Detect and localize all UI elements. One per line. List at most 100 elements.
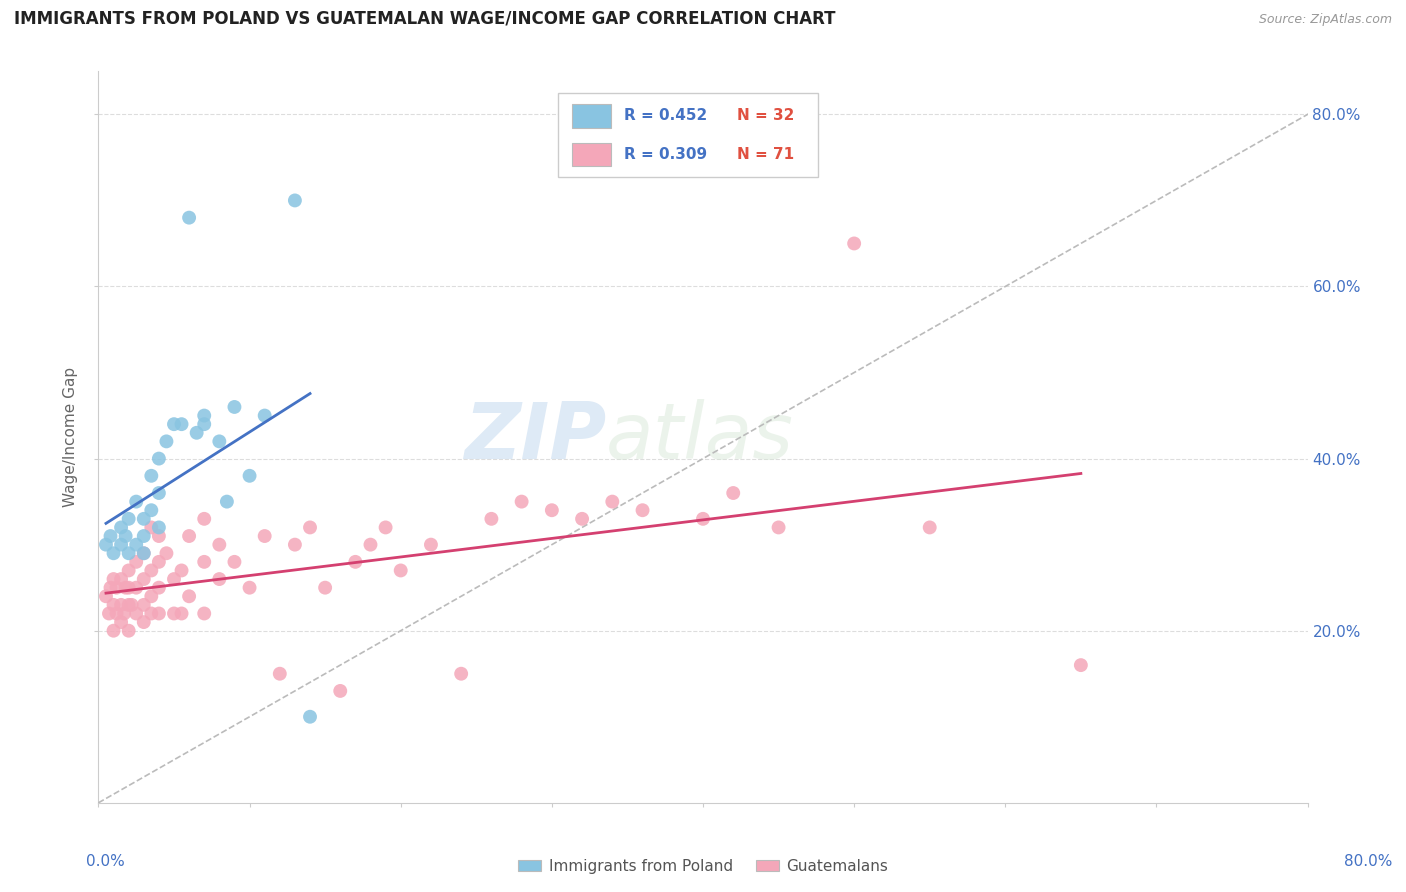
Point — [208, 538, 231, 552]
Point — [224, 555, 246, 569]
Point — [571, 512, 593, 526]
Point — [132, 512, 155, 526]
Point — [239, 468, 262, 483]
Point — [132, 546, 155, 560]
Point — [844, 236, 866, 251]
Text: ZIP: ZIP — [464, 399, 606, 475]
Point — [103, 598, 125, 612]
Point — [141, 607, 163, 621]
Point — [114, 529, 136, 543]
Point — [103, 546, 125, 560]
Point — [239, 581, 262, 595]
FancyBboxPatch shape — [572, 143, 612, 167]
Point — [163, 572, 186, 586]
Text: R = 0.309: R = 0.309 — [624, 147, 707, 162]
Point — [692, 512, 714, 526]
Point — [148, 451, 170, 466]
FancyBboxPatch shape — [558, 94, 818, 178]
Point — [118, 624, 141, 638]
Point — [299, 710, 322, 724]
Point — [141, 564, 163, 578]
Point — [125, 494, 148, 508]
Point — [510, 494, 533, 508]
Point — [125, 538, 148, 552]
Point — [141, 468, 163, 483]
Point — [118, 581, 141, 595]
Point — [918, 520, 941, 534]
Point — [179, 211, 201, 225]
Point — [193, 555, 215, 569]
Point — [450, 666, 472, 681]
Point — [148, 581, 170, 595]
Point — [110, 520, 132, 534]
Point — [125, 581, 148, 595]
Point — [118, 546, 141, 560]
Point — [110, 572, 132, 586]
Point — [186, 425, 208, 440]
Point — [284, 194, 307, 208]
Point — [100, 581, 122, 595]
Point — [170, 417, 193, 432]
Text: N = 32: N = 32 — [737, 109, 794, 123]
Point — [193, 512, 215, 526]
Point — [132, 598, 155, 612]
Text: 0.0%: 0.0% — [86, 854, 125, 869]
Point — [215, 494, 238, 508]
Point — [98, 607, 121, 621]
Point — [103, 572, 125, 586]
Point — [344, 555, 367, 569]
Point — [420, 538, 443, 552]
Point — [125, 555, 148, 569]
Point — [105, 581, 128, 595]
Text: R = 0.452: R = 0.452 — [624, 109, 707, 123]
Point — [121, 598, 143, 612]
Point — [179, 529, 201, 543]
Text: atlas: atlas — [606, 399, 794, 475]
Point — [170, 564, 193, 578]
Point — [224, 400, 246, 414]
Point — [125, 607, 148, 621]
Point — [208, 434, 231, 449]
Point — [110, 615, 132, 629]
Point — [481, 512, 503, 526]
Y-axis label: Wage/Income Gap: Wage/Income Gap — [63, 367, 79, 508]
Point — [193, 417, 215, 432]
Point — [208, 572, 231, 586]
Point — [360, 538, 382, 552]
Point — [148, 607, 170, 621]
Point — [118, 598, 141, 612]
Point — [103, 624, 125, 638]
Point — [132, 572, 155, 586]
Text: 80.0%: 80.0% — [1344, 854, 1392, 869]
Point — [314, 581, 336, 595]
Point — [94, 538, 117, 552]
Point — [253, 529, 276, 543]
Point — [631, 503, 654, 517]
Point — [132, 529, 155, 543]
Point — [100, 529, 122, 543]
Point — [299, 520, 322, 534]
Text: N = 71: N = 71 — [737, 147, 794, 162]
Text: Source: ZipAtlas.com: Source: ZipAtlas.com — [1258, 13, 1392, 27]
Point — [193, 607, 215, 621]
Point — [179, 589, 201, 603]
Point — [163, 417, 186, 432]
Point — [155, 546, 177, 560]
Point — [148, 555, 170, 569]
Point — [329, 684, 352, 698]
Point — [284, 538, 307, 552]
Point — [105, 607, 128, 621]
Point — [141, 589, 163, 603]
Point — [118, 564, 141, 578]
Legend: Immigrants from Poland, Guatemalans: Immigrants from Poland, Guatemalans — [512, 853, 894, 880]
Point — [163, 607, 186, 621]
Point — [602, 494, 624, 508]
Point — [118, 512, 141, 526]
Point — [141, 520, 163, 534]
Point — [141, 503, 163, 517]
FancyBboxPatch shape — [572, 104, 612, 128]
Point — [768, 520, 790, 534]
Point — [269, 666, 291, 681]
Point — [132, 615, 155, 629]
Point — [170, 607, 193, 621]
